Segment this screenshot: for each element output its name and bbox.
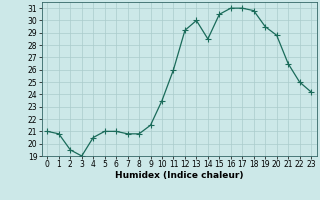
X-axis label: Humidex (Indice chaleur): Humidex (Indice chaleur): [115, 171, 244, 180]
